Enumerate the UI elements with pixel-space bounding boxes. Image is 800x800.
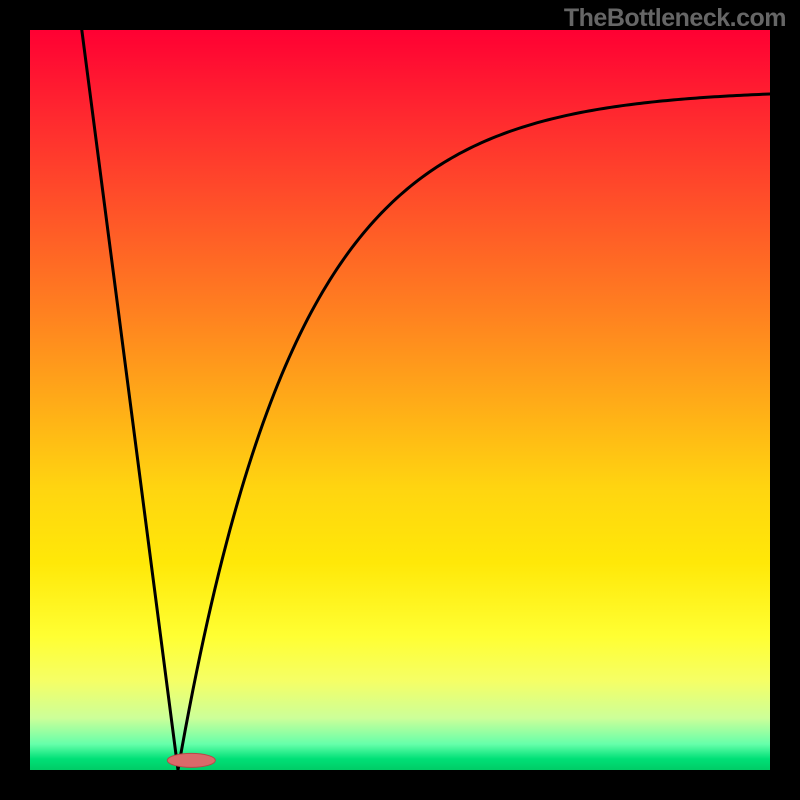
bottleneck-chart — [0, 0, 800, 800]
watermark-text: TheBottleneck.com — [564, 4, 786, 33]
gradient-background — [30, 30, 770, 770]
optimal-marker — [167, 753, 215, 767]
chart-container: { "watermark": { "text": "TheBottleneck.… — [0, 0, 800, 800]
